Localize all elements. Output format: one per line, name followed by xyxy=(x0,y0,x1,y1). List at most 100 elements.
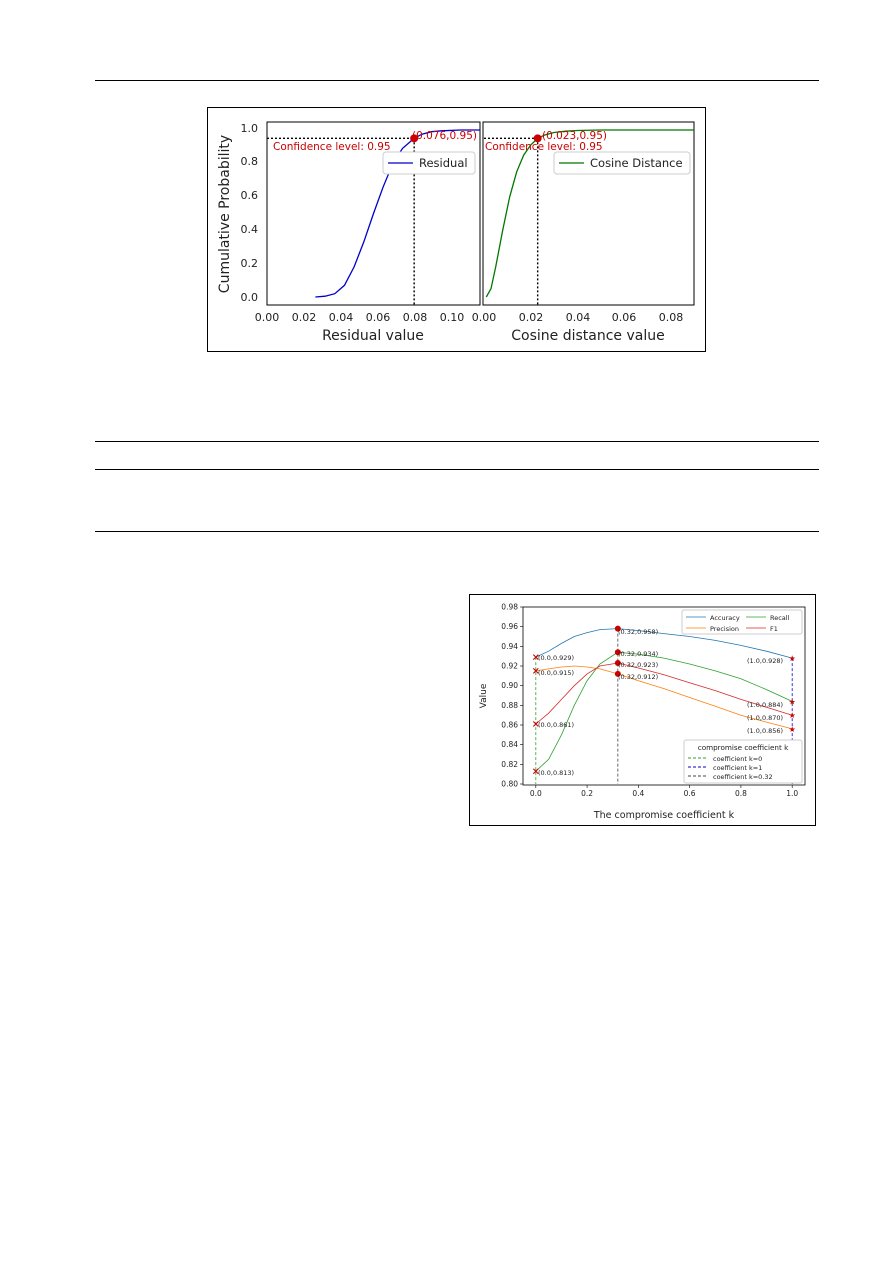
left-confidence-point xyxy=(410,134,419,143)
k032-marker xyxy=(614,625,621,632)
residual-cdf-line xyxy=(315,129,480,298)
k1-marker: ★ xyxy=(789,654,796,663)
right-confidence-point xyxy=(533,134,542,143)
point-label: (0.32,0.958) xyxy=(618,628,658,636)
right-confidence-label: Confidence level: 0.95 xyxy=(485,141,603,153)
k032-marker xyxy=(614,660,621,667)
k0-marker xyxy=(532,721,539,727)
y-tick-label: 0.96 xyxy=(501,622,518,631)
k0-marker xyxy=(532,668,539,674)
x-tick-label: 0.2 xyxy=(581,789,593,798)
legend-label: coefficient k=0 xyxy=(713,755,762,763)
left-legend: Residual xyxy=(382,151,476,175)
k032-marker xyxy=(614,670,621,677)
legend-label: coefficient k=0.32 xyxy=(713,773,773,781)
x-tick-label: 0.6 xyxy=(684,789,696,798)
right-point-label: (0.023,0.95) xyxy=(542,130,607,142)
y-tick-label: 0.92 xyxy=(501,662,518,671)
figure-compromise-coefficient: Value The compromise coefficient k 0.80 0… xyxy=(479,603,806,821)
x-tick-label: 0.04 xyxy=(329,311,354,324)
y-ticks: 0.80 0.82 0.84 0.86 0.88 0.90 0.92 0.94 0.96 0.98 xyxy=(501,603,523,789)
table-top-rule xyxy=(95,441,819,442)
metric-lines xyxy=(535,628,793,772)
k1-marker: ★ xyxy=(789,725,796,734)
left-point-label: (0.076,0.95) xyxy=(412,130,477,142)
k032-labels: (0.32,0.958) (0.32,0.934) (0.32,0.923) (… xyxy=(618,628,658,681)
right-x-axis-label: Cosine distance value xyxy=(511,328,664,344)
point-label: (0.0,0.813) xyxy=(538,769,574,777)
right-x-ticks: 0.00 0.02 0.04 0.06 0.08 xyxy=(472,311,684,324)
y-tick-label: 0.98 xyxy=(501,603,518,612)
table-bottom-rule xyxy=(95,531,819,532)
legend-label: coefficient k=1 xyxy=(713,764,762,772)
y-tick-label: 0.4 xyxy=(241,223,259,236)
x-tick-label: 0.10 xyxy=(440,311,465,324)
legend-label: F1 xyxy=(770,625,778,633)
point-label: (0.0,0.929) xyxy=(538,654,574,662)
accuracy-line xyxy=(535,628,793,659)
point-label: (1.0,0.856) xyxy=(747,727,783,735)
left-plot-area xyxy=(266,121,481,306)
left-confidence-label: Confidence level: 0.95 xyxy=(273,141,391,153)
left-x-ticks: 0.00 0.02 0.04 0.06 0.08 0.10 xyxy=(255,311,465,324)
point-label: (0.32,0.923) xyxy=(618,661,658,669)
x-tick-label: 0.08 xyxy=(659,311,684,324)
figure-cdf: Cumulative Probability 0.0 0.2 0.4 0.6 0… xyxy=(217,121,695,344)
k0-labels: (0.0,0.929) (0.0,0.915) (0.0,0.861) (0.0… xyxy=(538,654,574,777)
y-tick-label: 0.82 xyxy=(501,760,518,769)
y-tick-label: 0.0 xyxy=(241,291,259,304)
left-x-axis-label: Residual value xyxy=(322,328,424,344)
k0-marker xyxy=(532,654,539,661)
x-axis-label: The compromise coefficient k xyxy=(593,810,735,821)
cosine-cdf-line xyxy=(485,129,694,298)
y-axis-label: Cumulative Probability xyxy=(217,135,233,293)
x-tick-label: 0.02 xyxy=(292,311,317,324)
table-mid-rule xyxy=(95,469,819,470)
y-tick-label: 0.2 xyxy=(241,257,259,270)
k1-marker: ★ xyxy=(789,697,796,706)
y-tick-label: 0.94 xyxy=(501,642,518,651)
x-tick-label: 0.4 xyxy=(632,789,644,798)
x-tick-label: 0.0 xyxy=(530,789,542,798)
f1-line xyxy=(535,662,793,725)
precision-line xyxy=(535,665,793,730)
coefficient-legend: compromise coefficient k coefficient k=0… xyxy=(683,739,803,784)
legend-label: Recall xyxy=(770,614,790,622)
legend-label: Accuracy xyxy=(710,614,740,622)
y-tick-label: 0.80 xyxy=(501,780,518,789)
y-tick-label: 1.0 xyxy=(241,122,259,135)
y-axis-label: Value xyxy=(479,683,489,708)
legend-label: Residual xyxy=(419,156,468,170)
x-tick-label: 0.8 xyxy=(735,789,747,798)
legend-label: Precision xyxy=(710,625,739,633)
point-label: (1.0,0.870) xyxy=(747,714,783,722)
x-tick-label: 1.0 xyxy=(786,789,798,798)
point-label: (1.0,0.884) xyxy=(747,701,783,709)
point-label: (1.0,0.928) xyxy=(747,657,783,665)
y-tick-label: 0.88 xyxy=(501,701,518,710)
x-tick-label: 0.08 xyxy=(403,311,428,324)
point-label: (0.0,0.915) xyxy=(538,669,574,677)
point-label: (0.32,0.912) xyxy=(618,673,658,681)
point-label: (0.0,0.861) xyxy=(538,721,574,729)
y-tick-label: 0.6 xyxy=(241,189,259,202)
figure-cdf-frame: Cumulative Probability 0.0 0.2 0.4 0.6 0… xyxy=(207,107,706,352)
x-tick-label: 0.04 xyxy=(566,311,591,324)
recall-line xyxy=(535,651,793,772)
header-rule xyxy=(95,80,819,81)
k1-labels: (1.0,0.928) (1.0,0.884) (1.0,0.870) (1.0… xyxy=(747,657,783,735)
metric-markers: ★ ★ ★ ★ xyxy=(532,625,796,775)
k032-marker xyxy=(614,649,621,656)
k1-marker: ★ xyxy=(789,711,796,720)
legend-title: compromise coefficient k xyxy=(698,743,789,752)
k-plot-area xyxy=(522,606,806,786)
figure-k-frame: Value The compromise coefficient k 0.80 0… xyxy=(469,594,816,826)
y-ticks: 0.0 0.2 0.4 0.6 0.8 1.0 xyxy=(241,122,259,304)
right-legend: Cosine Distance xyxy=(553,151,691,175)
metric-legend: Accuracy Recall Precision F1 xyxy=(681,609,803,635)
x-tick-label: 0.00 xyxy=(472,311,497,324)
x-tick-label: 0.06 xyxy=(612,311,637,324)
point-label: (0.32,0.934) xyxy=(618,650,658,658)
y-tick-label: 0.8 xyxy=(241,155,259,168)
x-ticks: 0.0 0.2 0.4 0.6 0.8 1.0 xyxy=(530,785,798,798)
